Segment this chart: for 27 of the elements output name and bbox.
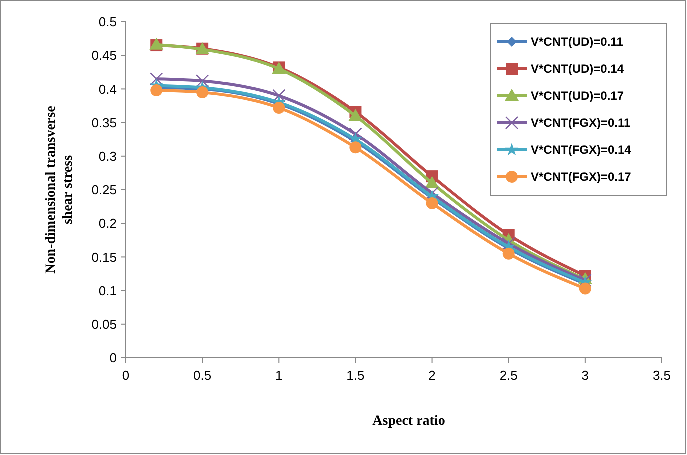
y-tick-label: 0.35 bbox=[92, 115, 117, 130]
y-axis-title: Non-dimensional transverse shear stress bbox=[44, 106, 76, 274]
legend-label: V*CNT(FGX)=0.14 bbox=[531, 143, 632, 158]
x-tick-label: 3 bbox=[582, 368, 590, 383]
y-tick-label: 0.45 bbox=[92, 48, 117, 64]
x-tick-label: 1.5 bbox=[346, 368, 365, 383]
x-tick-label: 1 bbox=[276, 368, 283, 383]
y-tick-label: 0.1 bbox=[98, 283, 117, 298]
x-tick-label: 3.5 bbox=[652, 368, 672, 383]
y-tick-label: 0.05 bbox=[92, 316, 117, 332]
legend-label: V*CNT(FGX)=0.17 bbox=[531, 170, 632, 184]
y-tick-label: 0.25 bbox=[92, 182, 117, 198]
y-tick-label: 0.5 bbox=[98, 14, 117, 30]
legend-label: V*CNT(UD)=0.11 bbox=[531, 35, 624, 50]
y-tick-label: 0.4 bbox=[98, 82, 117, 97]
y-tick-label: 0.15 bbox=[92, 250, 117, 265]
y-tick-label: 0.3 bbox=[98, 148, 117, 164]
x-tick-label: 2.5 bbox=[500, 368, 518, 383]
x-tick-label: 2 bbox=[428, 368, 436, 383]
legend-label: V*CNT(UD)=0.17 bbox=[531, 89, 624, 104]
x-tick-label: 0 bbox=[122, 368, 130, 383]
x-tick-label: 0.5 bbox=[194, 368, 212, 383]
y-tick-label: 0 bbox=[110, 350, 117, 366]
legend-label: V*CNT(UD)=0.14 bbox=[531, 62, 624, 76]
legend-label: V*CNT(FGX)=0.11 bbox=[531, 116, 632, 130]
x-axis-title: Aspect ratio bbox=[372, 414, 446, 429]
y-tick-label: 0.2 bbox=[98, 216, 117, 232]
